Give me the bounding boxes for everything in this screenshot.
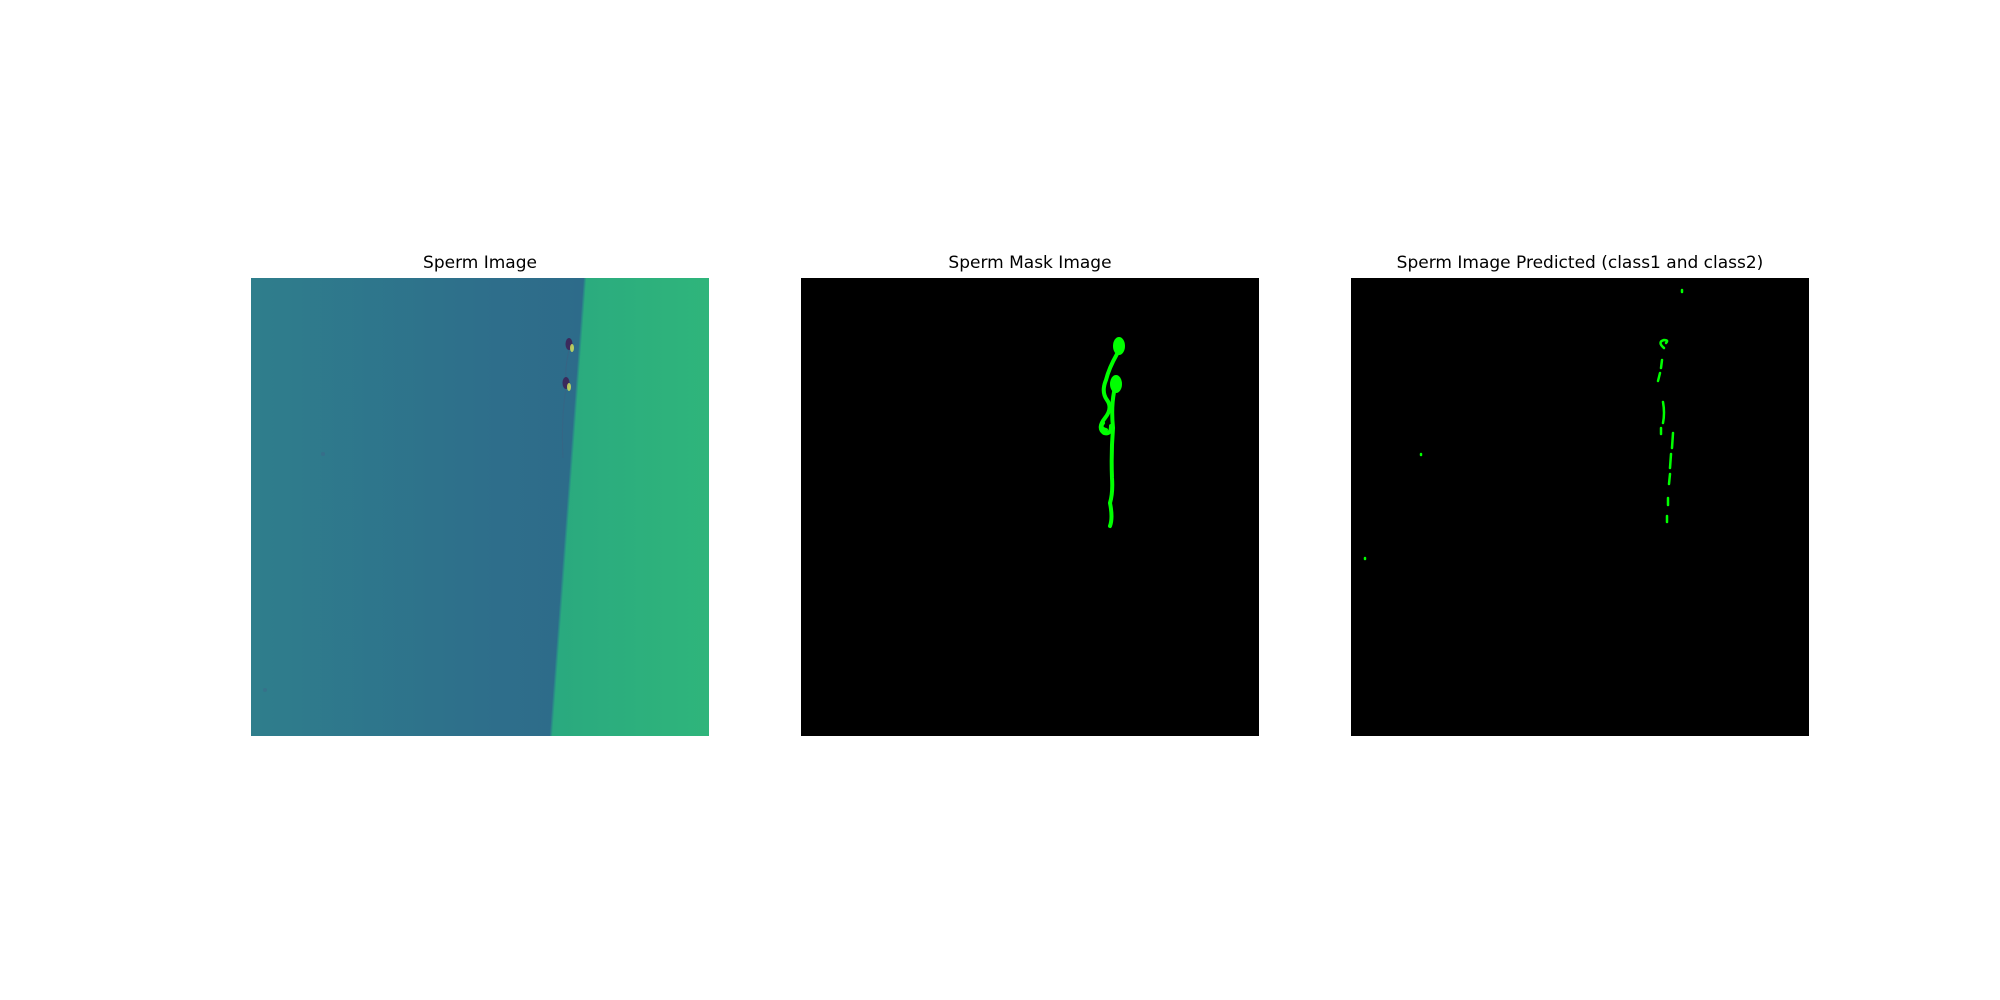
- background-right: [551, 278, 709, 736]
- mask-image: [801, 278, 1259, 736]
- panel-sperm-mask: Sperm Mask Image: [801, 0, 1259, 1000]
- predicted-fragments: [1363, 288, 1684, 561]
- panel-title: Sperm Image Predicted (class1 and class2…: [1396, 253, 1764, 273]
- prediction-image: [1351, 278, 1809, 736]
- sperm-cell: [565, 338, 574, 379]
- panel-title: Sperm Image: [423, 253, 537, 273]
- sperm-mask: [1098, 337, 1125, 528]
- sperm-cell: [561, 377, 571, 459]
- panel-title: Sperm Mask Image: [948, 253, 1112, 273]
- panel-predicted: Sperm Image Predicted (class1 and class2…: [1351, 0, 1809, 1000]
- microscopy-image: [251, 278, 709, 736]
- panel-sperm-image: Sperm Image: [251, 0, 709, 1000]
